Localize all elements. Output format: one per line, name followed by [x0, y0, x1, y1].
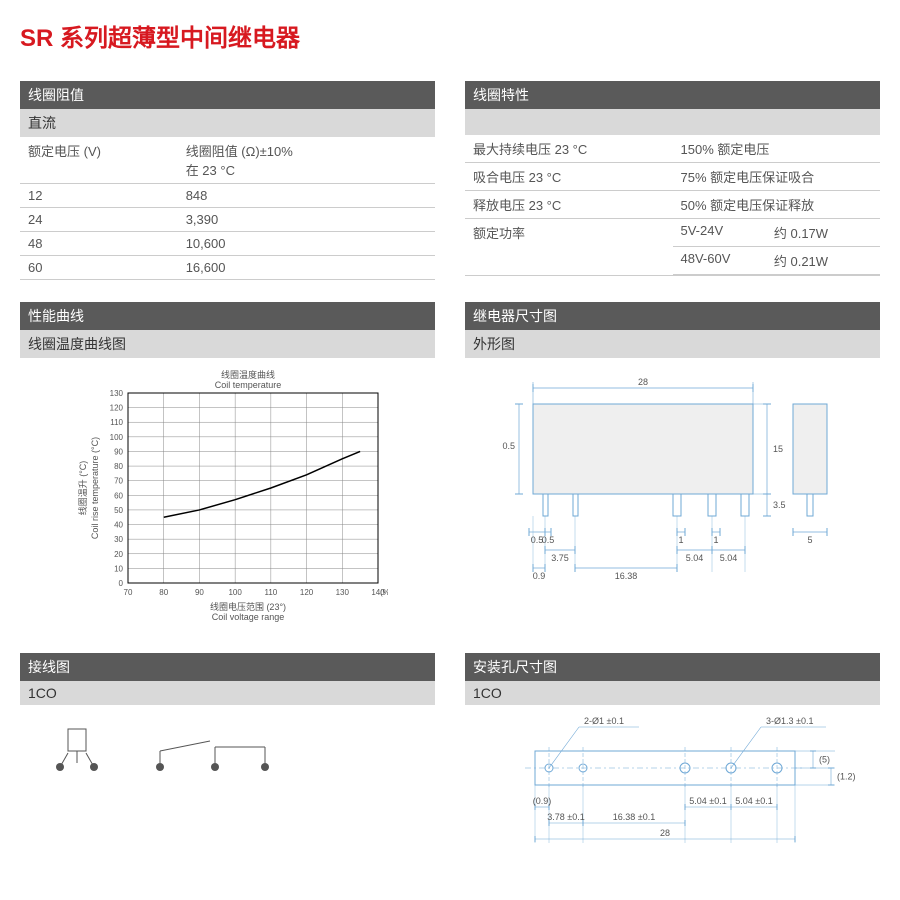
- svg-text:28: 28: [660, 828, 670, 838]
- mount-header: 安装孔尺寸图: [465, 653, 880, 681]
- perf-block: 性能曲线 线圈温度曲线图 线圈温度曲线Coil temperature 70 80 9…: [20, 302, 435, 631]
- svg-text:120: 120: [299, 588, 313, 597]
- svg-text:2-Ø1 ±0.1: 2-Ø1 ±0.1: [584, 716, 624, 726]
- svg-text:3-Ø1.3 ±0.1: 3-Ø1.3 ±0.1: [766, 716, 813, 726]
- svg-text:(5): (5): [819, 755, 830, 765]
- svg-text:1: 1: [713, 535, 718, 545]
- coil-char-header: 线圈特性: [465, 81, 880, 109]
- svg-text:1: 1: [678, 535, 683, 545]
- coil-res-col1: 额定电压 (V): [20, 137, 178, 184]
- svg-text:5: 5: [807, 535, 812, 545]
- table-row: 最大持续电压 23 °C150% 额定电压: [465, 135, 880, 163]
- svg-text:130: 130: [335, 588, 349, 597]
- svg-text:线圈电压范围 (23°): 线圈电压范围 (23°): [209, 601, 285, 612]
- mount-block: 安装孔尺寸图 1CO 2-Ø1 ±0.1 3-Ø1.3 ±0.1 (5) (1.2) (…: [465, 653, 880, 860]
- svg-text:16.38: 16.38: [614, 571, 637, 581]
- svg-text:110: 110: [264, 588, 277, 597]
- table-row: 吸合电压 23 °C75% 额定电压保证吸合: [465, 163, 880, 191]
- svg-text:(1.2): (1.2): [837, 772, 856, 782]
- svg-text:40: 40: [114, 521, 123, 530]
- coil-resistance-block: 线圈阻值 直流 额定电压 (V) 线圈阻值 (Ω)±10%在 23 °C 128…: [20, 81, 435, 280]
- svg-text:100: 100: [109, 433, 123, 442]
- table-row: 12848: [20, 184, 435, 208]
- coil-res-sub: 直流: [20, 109, 435, 137]
- svg-text:60: 60: [114, 491, 123, 500]
- svg-text:0.5: 0.5: [541, 535, 554, 545]
- svg-text:90: 90: [114, 447, 123, 456]
- svg-text:100: 100: [228, 588, 242, 597]
- coil-temp-chart: 线圈温度曲线Coil temperature708090100110120130…: [68, 368, 388, 628]
- svg-text:Coil voltage range: Coil voltage range: [211, 612, 284, 622]
- coil-res-header: 线圈阻值: [20, 81, 435, 109]
- svg-text:0.9: 0.9: [532, 571, 545, 581]
- svg-text:3.75: 3.75: [551, 553, 569, 563]
- svg-text:3.5: 3.5: [773, 500, 786, 510]
- svg-text:0.5: 0.5: [502, 441, 515, 451]
- dim-sub: 外形图: [465, 330, 880, 358]
- svg-text:70: 70: [114, 477, 123, 486]
- svg-text:20: 20: [114, 550, 123, 559]
- svg-text:80: 80: [159, 588, 168, 597]
- svg-text:80: 80: [114, 462, 123, 471]
- table-row: 243,390: [20, 208, 435, 232]
- svg-text:10: 10: [114, 564, 123, 573]
- svg-text:70: 70: [123, 588, 132, 597]
- wiring-diagram: [40, 719, 300, 789]
- wiring-header: 接线图: [20, 653, 435, 681]
- table-row: 额定功率 5V-24V约 0.17W 48V-60V约 0.21W: [465, 219, 880, 276]
- row-curves: 性能曲线 线圈温度曲线图 线圈温度曲线Coil temperature 70 80 9…: [20, 302, 880, 631]
- svg-text:90: 90: [194, 588, 203, 597]
- svg-text:130: 130: [109, 389, 123, 398]
- svg-text:线圈温升 (°C): 线圈温升 (°C): [77, 461, 88, 516]
- svg-text:30: 30: [114, 535, 123, 544]
- coil-char-table: 最大持续电压 23 °C150% 额定电压 吸合电压 23 °C75% 额定电压…: [465, 135, 880, 276]
- row-diagrams: 接线图 1CO 安装孔尺寸图 1CO 2-Ø1 ±0.1 3-Ø1.3 ±0.1 (…: [20, 653, 880, 860]
- svg-text:(0.9): (0.9): [533, 796, 552, 806]
- wiring-sub: 1CO: [20, 681, 435, 705]
- dim-header: 继电器尺寸图: [465, 302, 880, 330]
- svg-text:5.04 ±0.1: 5.04 ±0.1: [735, 796, 772, 806]
- svg-text:(%Un): (%Un): [380, 588, 388, 597]
- svg-text:Coil rise temperature (°C): Coil rise temperature (°C): [90, 437, 100, 539]
- svg-text:线圈温度曲线: 线圈温度曲线: [220, 369, 274, 380]
- wiring-block: 接线图 1CO: [20, 653, 435, 860]
- coil-char-block: 线圈特性 最大持续电压 23 °C150% 额定电压 吸合电压 23 °C75%…: [465, 81, 880, 280]
- svg-text:50: 50: [114, 506, 123, 515]
- page-title: SR 系列超薄型中间继电器: [20, 18, 880, 53]
- coil-char-sub: [465, 109, 880, 135]
- perf-header: 性能曲线: [20, 302, 435, 330]
- svg-text:3.78 ±0.1: 3.78 ±0.1: [547, 812, 584, 822]
- svg-text:28: 28: [637, 377, 647, 387]
- dim-block: 继电器尺寸图 外形图 28153.50.50.50.5110.93.7516.3…: [465, 302, 880, 631]
- svg-text:110: 110: [110, 418, 123, 427]
- table-row: 4810,600: [20, 232, 435, 256]
- svg-text:0.5: 0.5: [530, 535, 543, 545]
- svg-text:120: 120: [109, 404, 123, 413]
- row-tables: 线圈阻值 直流 额定电压 (V) 线圈阻值 (Ω)±10%在 23 °C 128…: [20, 81, 880, 280]
- dimension-drawing: 28153.50.50.50.5110.93.7516.385.045.045: [473, 368, 873, 588]
- perf-sub: 线圈温度曲线图: [20, 330, 435, 358]
- svg-text:Coil temperature: Coil temperature: [214, 380, 281, 390]
- svg-text:5.04: 5.04: [719, 553, 737, 563]
- coil-res-table: 额定电压 (V) 线圈阻值 (Ω)±10%在 23 °C 12848 243,3…: [20, 137, 435, 280]
- svg-text:5.04 ±0.1: 5.04 ±0.1: [689, 796, 726, 806]
- coil-res-col2: 线圈阻值 (Ω)±10%在 23 °C: [178, 137, 435, 184]
- mount-sub: 1CO: [465, 681, 880, 705]
- svg-text:15: 15: [773, 444, 783, 454]
- table-row: 释放电压 23 °C50% 额定电压保证释放: [465, 191, 880, 219]
- svg-text:0: 0: [118, 579, 123, 588]
- svg-text:16.38 ±0.1: 16.38 ±0.1: [613, 812, 655, 822]
- mount-drawing: 2-Ø1 ±0.1 3-Ø1.3 ±0.1 (5) (1.2) (0.9) 5.04 ±0…: [465, 711, 875, 851]
- table-row: 6016,600: [20, 256, 435, 280]
- svg-text:5.04: 5.04: [685, 553, 703, 563]
